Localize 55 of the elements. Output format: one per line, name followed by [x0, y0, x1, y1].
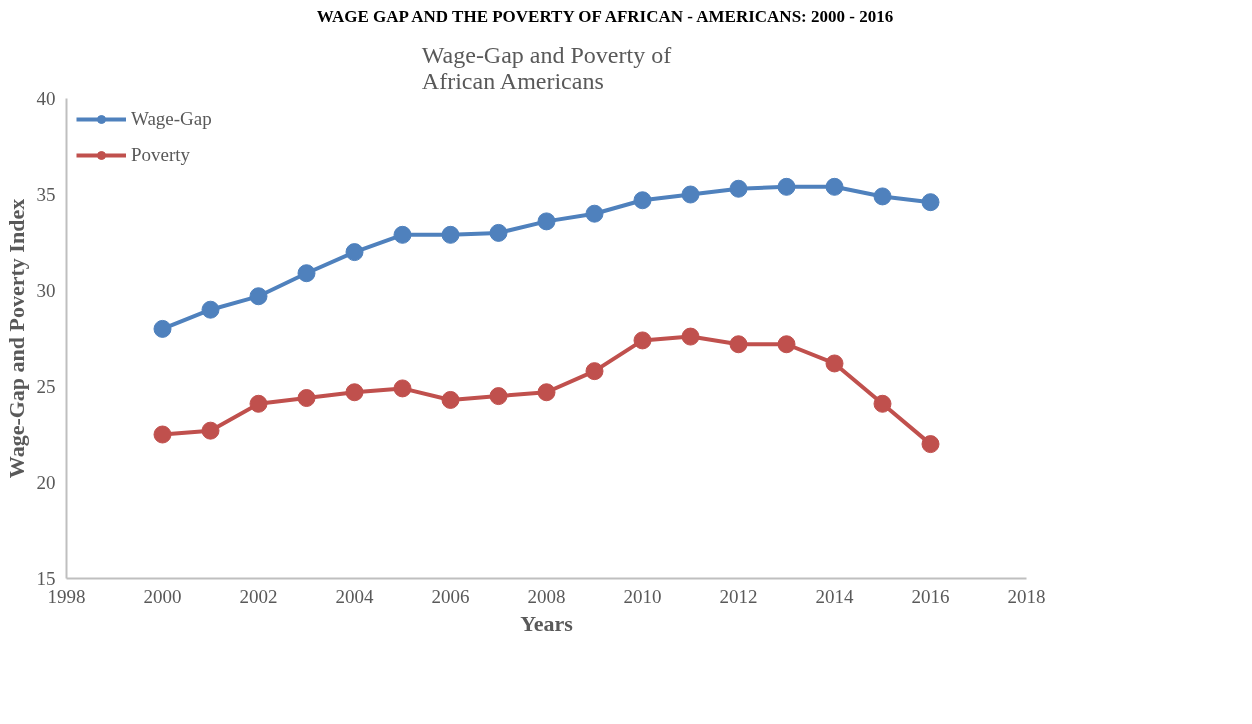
point	[825, 354, 844, 373]
point	[441, 391, 460, 410]
point	[201, 421, 220, 440]
point	[249, 395, 268, 414]
point	[153, 320, 172, 339]
y-axis-title: Wage-Gap and Poverty Index	[3, 199, 29, 479]
y-tick-label: 25	[36, 376, 56, 398]
point	[777, 335, 796, 354]
point	[345, 243, 364, 262]
x-tick-label: 2012	[719, 585, 758, 607]
point	[633, 331, 652, 350]
text: WAGE GAP AND THE POVERTY OF AFRICAN - AMERICANS: 2000 - 2016	[316, 6, 894, 28]
point	[873, 187, 892, 206]
point	[585, 362, 604, 381]
point	[921, 435, 940, 454]
point	[729, 180, 748, 198]
point	[393, 379, 412, 398]
y-tick-label: 40	[36, 88, 56, 110]
point	[537, 383, 556, 402]
point	[489, 387, 508, 406]
legend-label: Wage-Gap	[131, 108, 212, 131]
point	[825, 178, 844, 197]
point	[681, 327, 700, 346]
x-tick-label: 2010	[623, 585, 662, 607]
point	[441, 226, 460, 245]
point	[297, 389, 316, 408]
chart-title: Wage-Gap and Poverty of African Americans	[421, 41, 672, 94]
x-tick-label: 2008	[527, 585, 566, 607]
point	[921, 193, 940, 212]
point	[489, 224, 508, 243]
x-tick-label: 2000	[143, 585, 182, 607]
y-tick-label: 20	[36, 472, 56, 494]
x-tick-label: 2004	[335, 585, 374, 607]
y-tick-label: 35	[36, 184, 56, 206]
x-axis-title: Years	[520, 610, 574, 636]
point	[249, 287, 268, 306]
point	[777, 178, 796, 197]
point	[681, 185, 700, 204]
point	[537, 212, 556, 231]
x-tick-label: 2018	[1007, 585, 1046, 607]
point	[201, 301, 220, 319]
point	[297, 264, 316, 283]
point	[345, 383, 364, 402]
legend-label: Poverty	[131, 144, 191, 167]
x-tick-label: 2016	[911, 585, 950, 607]
x-tick-label: 2002	[239, 585, 278, 607]
point	[585, 205, 604, 223]
point	[393, 226, 412, 245]
point	[873, 395, 892, 414]
x-tick-label: 2014	[815, 585, 854, 607]
y-tick-label: 30	[36, 280, 56, 302]
point	[633, 191, 652, 210]
x-tick-label: 2006	[431, 585, 470, 607]
point	[729, 335, 748, 354]
point	[153, 425, 172, 444]
